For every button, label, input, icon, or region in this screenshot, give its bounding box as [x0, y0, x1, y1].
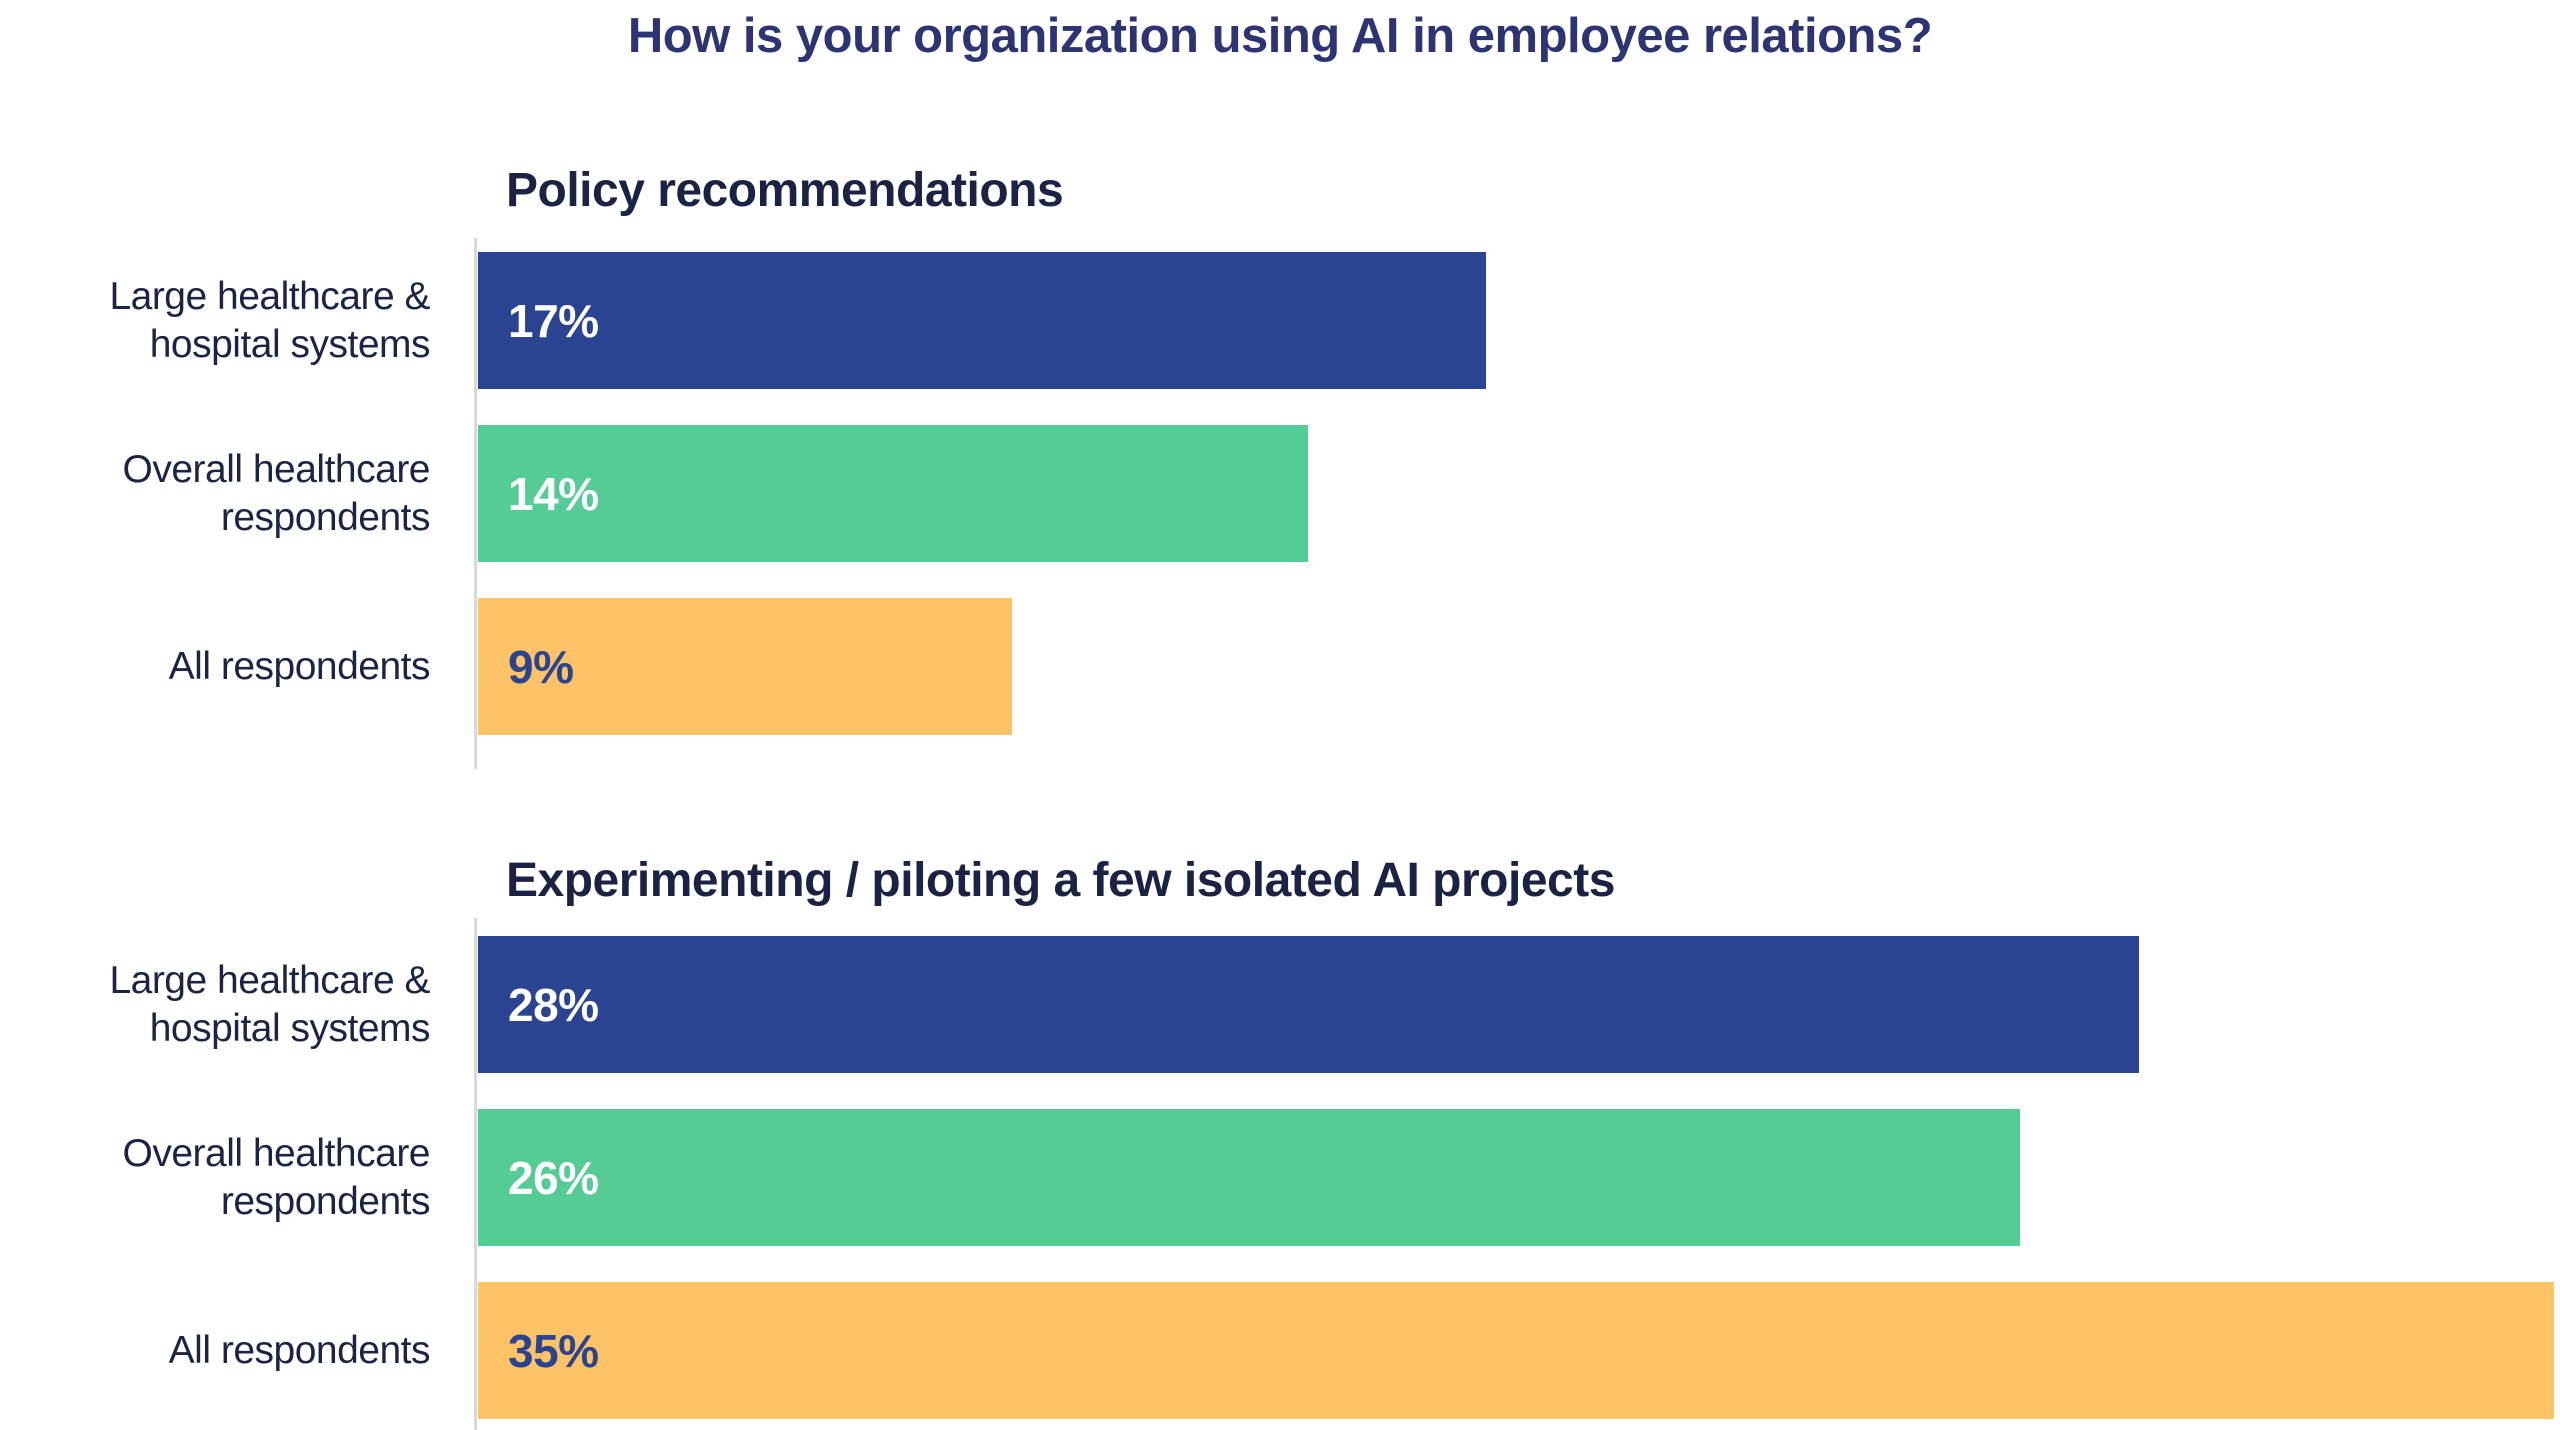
- bar: 26%: [478, 1109, 2021, 1246]
- category-label: Overall healthcare respondents: [122, 447, 431, 539]
- chart-group-policy-recommendations: Policy recommendations Large healthcare …: [0, 163, 2560, 769]
- bar-track: 9%: [478, 598, 2560, 735]
- group-heading-experimenting-piloting: Experimenting / piloting a few isolated …: [506, 854, 1615, 907]
- bar-value-label: 35%: [508, 1324, 599, 1377]
- bar-value-label: 14%: [508, 467, 599, 520]
- bar-row: Overall healthcare respondents 26%: [0, 1109, 2560, 1246]
- bar: 9%: [478, 598, 1012, 735]
- category-label: All respondents: [168, 644, 431, 688]
- group-heading-policy-recommendations: Policy recommendations: [506, 164, 1064, 217]
- bar: 14%: [478, 425, 1309, 562]
- y-axis-line: [474, 238, 477, 769]
- bar-track: 28%: [478, 936, 2560, 1073]
- bar-row: Large healthcare & hospital systems 28%: [0, 936, 2560, 1073]
- category-label: All respondents: [168, 1328, 431, 1372]
- chart-title: How is your organization using AI in emp…: [627, 9, 1933, 63]
- bar-rows: Large healthcare & hospital systems 17% Ove…: [0, 238, 2560, 769]
- bar-track: 35%: [478, 1282, 2560, 1419]
- bar: 17%: [478, 252, 1487, 389]
- bar-track: 17%: [478, 252, 2560, 389]
- bar: 35%: [478, 1282, 2555, 1419]
- bar-track: 26%: [478, 1109, 2560, 1246]
- category-label: Large healthcare & hospital systems: [109, 958, 430, 1050]
- category-label: Large healthcare & hospital systems: [109, 274, 430, 366]
- bar-row: Large healthcare & hospital systems 17%: [0, 252, 2560, 389]
- bar-value-label: 17%: [508, 294, 599, 347]
- bar-value-label: 9%: [508, 640, 574, 693]
- bar-rows: Large healthcare & hospital systems 28% Ove…: [0, 918, 2560, 1430]
- bar: 28%: [478, 936, 2139, 1073]
- bar-row: Overall healthcare respondents 14%: [0, 425, 2560, 562]
- y-axis-line: [474, 918, 477, 1430]
- chart-group-experimenting-piloting: Experimenting / piloting a few isolated …: [0, 853, 2560, 1430]
- bar-row: All respondents 35%: [0, 1282, 2560, 1419]
- bar-value-label: 28%: [508, 978, 599, 1031]
- bar-row: All respondents 9%: [0, 598, 2560, 735]
- bar-value-label: 26%: [508, 1151, 599, 1204]
- category-label: Overall healthcare respondents: [122, 1131, 431, 1223]
- bar-track: 14%: [478, 425, 2560, 562]
